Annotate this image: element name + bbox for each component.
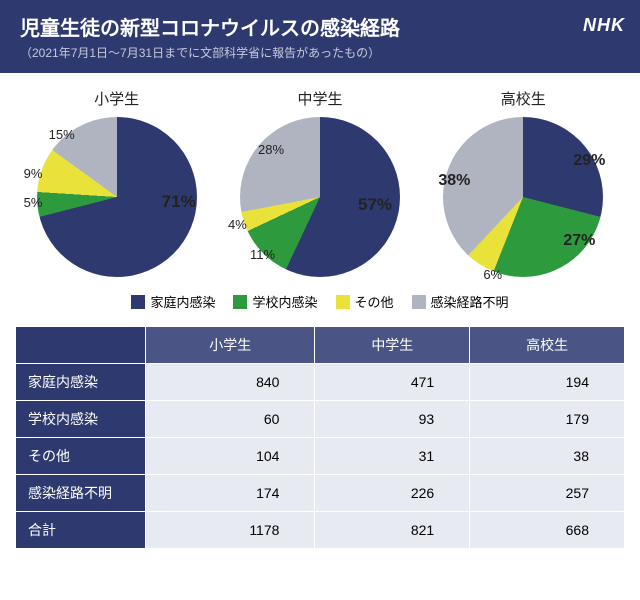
data-cell: 668: [470, 512, 625, 549]
pie: [443, 117, 603, 277]
pie-label: 9%: [24, 166, 43, 181]
legend-swatch: [412, 295, 426, 309]
data-cell: 179: [470, 401, 625, 438]
pie-label: 28%: [258, 142, 284, 157]
table-row: 家庭内感染840471194: [16, 364, 625, 401]
pie-label: 4%: [228, 217, 247, 232]
chart-title: 高校生: [428, 88, 618, 109]
legend-swatch: [336, 295, 350, 309]
data-cell: 93: [315, 401, 470, 438]
row-label: 合計: [16, 512, 146, 549]
table-row: 学校内感染6093179: [16, 401, 625, 438]
table-header-cell: 高校生: [470, 327, 625, 364]
row-label: 感染経路不明: [16, 475, 146, 512]
chart-2: 高校生29%27%6%38%: [428, 88, 618, 277]
row-label: 学校内感染: [16, 401, 146, 438]
data-cell: 471: [315, 364, 470, 401]
data-cell: 821: [315, 512, 470, 549]
page-title: 児童生徒の新型コロナウイルスの感染経路: [20, 12, 620, 41]
chart-title: 小学生: [22, 88, 212, 109]
table-row: 合計1178821668: [16, 512, 625, 549]
pie-label: 57%: [358, 195, 392, 215]
legend-label: その他: [355, 292, 394, 311]
legend-item: 家庭内感染: [131, 292, 215, 311]
pie-label: 27%: [563, 232, 595, 250]
data-cell: 1178: [146, 512, 315, 549]
table-row: その他1043138: [16, 438, 625, 475]
legend-swatch: [233, 295, 247, 309]
legend-label: 家庭内感染: [150, 292, 215, 311]
pie-label: 6%: [483, 267, 502, 282]
data-table: 小学生中学生高校生 家庭内感染840471194学校内感染6093179その他1…: [15, 326, 625, 549]
data-cell: 31: [315, 438, 470, 475]
header: 児童生徒の新型コロナウイルスの感染経路 （2021年7月1日〜7月31日までに文…: [0, 0, 640, 73]
legend-label: 感染経路不明: [431, 292, 509, 311]
pie-label: 5%: [24, 195, 43, 210]
data-cell: 60: [146, 401, 315, 438]
chart-0: 小学生 71% 5% 9% 15%: [22, 88, 212, 277]
legend-item: 学校内感染: [233, 292, 317, 311]
chart-title: 中学生: [225, 88, 415, 109]
pie-charts-row: 小学生71%5%9%15%中学生57%11%4%28%高校生29%27%6%38…: [15, 88, 625, 277]
legend-item: その他: [336, 292, 394, 311]
pie-label: 11%: [250, 247, 275, 262]
data-cell: 174: [146, 475, 315, 512]
legend-item: 感染経路不明: [412, 292, 509, 311]
pie-label: 38%: [438, 172, 470, 190]
pie-label: 15%: [49, 127, 75, 142]
chart-1: 中学生 57% 11%4% 28%: [225, 88, 415, 277]
pie-label: 71%: [162, 192, 196, 212]
nhk-logo: NHK: [583, 15, 625, 36]
legend: 家庭内感染 学校内感染 その他 感染経路不明: [15, 292, 625, 311]
row-label: その他: [16, 438, 146, 475]
data-cell: 38: [470, 438, 625, 475]
table-header-cell: 中学生: [315, 327, 470, 364]
table-row: 感染経路不明174226257: [16, 475, 625, 512]
row-label: 家庭内感染: [16, 364, 146, 401]
data-cell: 194: [470, 364, 625, 401]
data-cell: 257: [470, 475, 625, 512]
legend-swatch: [131, 295, 145, 309]
data-cell: 104: [146, 438, 315, 475]
data-cell: 840: [146, 364, 315, 401]
table-header-cell: [16, 327, 146, 364]
pie-label: 29%: [573, 152, 605, 170]
data-cell: 226: [315, 475, 470, 512]
legend-label: 学校内感染: [252, 292, 317, 311]
table-header-cell: 小学生: [146, 327, 315, 364]
subtitle: （2021年7月1日〜7月31日までに文部科学省に報告があったもの）: [20, 44, 620, 61]
